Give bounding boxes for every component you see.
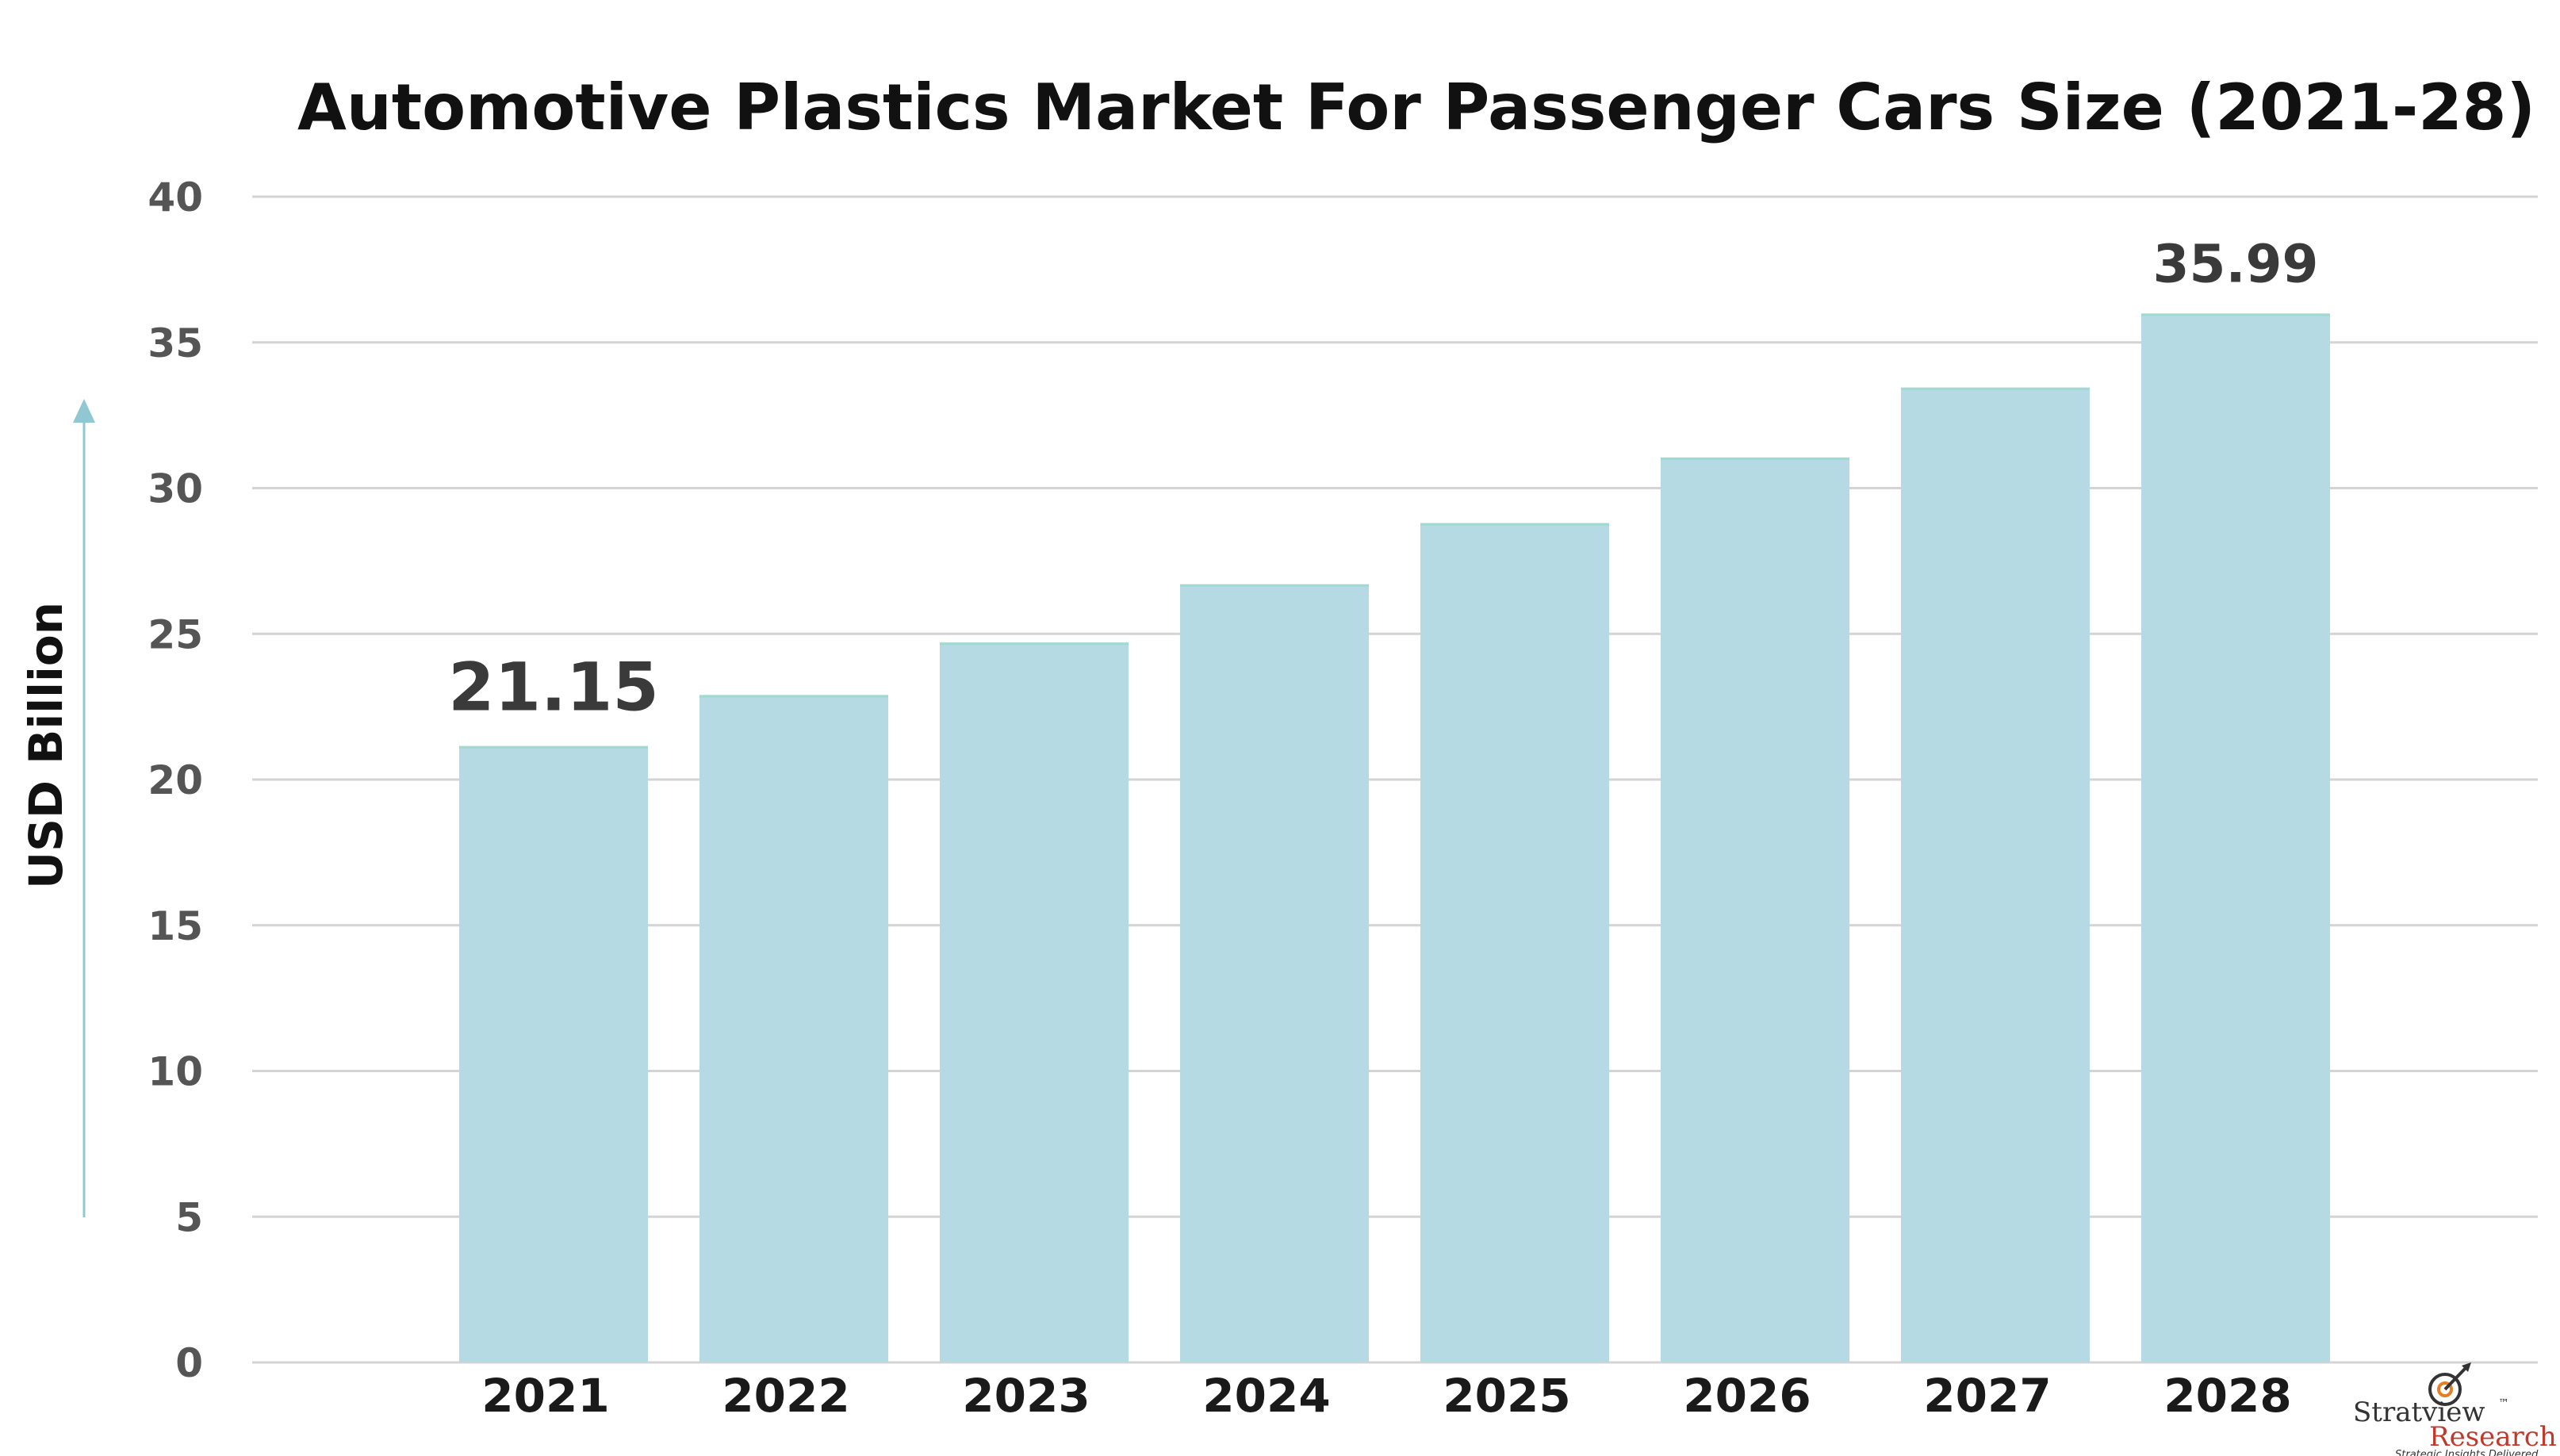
chart-title: Automotive Plastics Market For Passenger… <box>297 71 2535 144</box>
x-tick-label: 2028 <box>2163 1369 2291 1423</box>
y-tick-label: 40 <box>148 174 203 220</box>
data-labels: 21.15 35.99 <box>448 233 2318 726</box>
x-tick-label: 2024 <box>1202 1369 1330 1423</box>
x-axis-ticks: 2021 2022 2023 2024 2025 2026 2027 2028 <box>481 1369 2291 1423</box>
x-tick-label: 2027 <box>1923 1369 2051 1423</box>
y-tick-label: 5 <box>175 1194 203 1240</box>
y-tick-label: 0 <box>175 1340 203 1386</box>
y-tick-label: 20 <box>148 757 203 803</box>
bar-2023 <box>940 642 1129 1362</box>
y-axis-arrow <box>73 399 95 1217</box>
data-label: 21.15 <box>448 649 659 726</box>
y-tick-label: 25 <box>148 611 203 657</box>
x-tick-label: 2022 <box>722 1369 849 1423</box>
logo-sub: Research <box>2429 1421 2557 1453</box>
y-axis-ticks: 0 5 10 15 20 25 30 35 40 <box>148 174 203 1386</box>
x-tick-label: 2026 <box>1683 1369 1811 1423</box>
y-axis-label: USD Billion <box>19 602 73 889</box>
bars <box>459 313 2330 1363</box>
data-label: 35.99 <box>2153 233 2319 294</box>
stratview-logo: Stratview ™ Research Strategic Insights … <box>2353 1362 2557 1456</box>
logo-trademark: ™ <box>2498 1397 2509 1410</box>
x-tick-label: 2023 <box>962 1369 1090 1423</box>
y-tick-label: 30 <box>148 466 203 512</box>
target-icon <box>2428 1362 2471 1406</box>
bar-2027 <box>1901 387 2090 1362</box>
bar-2022 <box>699 695 888 1362</box>
bar-2026 <box>1661 457 1849 1362</box>
y-tick-label: 35 <box>148 320 203 366</box>
y-tick-label: 15 <box>148 903 203 949</box>
x-tick-label: 2021 <box>481 1369 609 1423</box>
bar-2024 <box>1180 584 1369 1362</box>
x-tick-label: 2025 <box>1443 1369 1570 1423</box>
logo-tagline: Strategic Insights Delivered <box>2395 1449 2539 1456</box>
bar-2025 <box>1420 523 1609 1362</box>
bar-2021 <box>459 745 648 1362</box>
bar-2028 <box>2141 313 2330 1363</box>
y-tick-label: 10 <box>148 1049 203 1095</box>
logo-name: Stratview <box>2353 1397 2485 1428</box>
